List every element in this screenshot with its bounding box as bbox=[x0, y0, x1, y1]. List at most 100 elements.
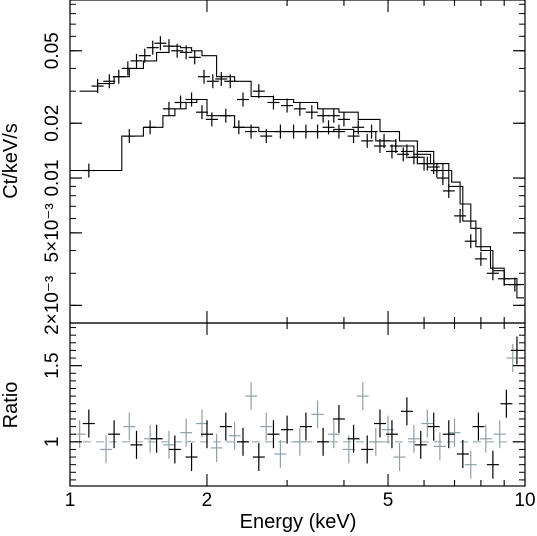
ratio-point bbox=[448, 418, 461, 447]
data-point bbox=[337, 112, 350, 127]
data-point bbox=[332, 124, 345, 139]
y-tick-label: 2×10⁻³ bbox=[42, 276, 63, 335]
data-point bbox=[293, 101, 306, 116]
ratio-point bbox=[200, 420, 213, 449]
data-point bbox=[174, 95, 187, 110]
data-point bbox=[464, 234, 477, 249]
data-point bbox=[281, 98, 294, 113]
spectrum-x-ticks bbox=[69, 0, 526, 323]
data-point bbox=[317, 108, 330, 123]
data-point bbox=[418, 156, 431, 171]
x-axis-label: Energy (keV) bbox=[240, 511, 357, 533]
data-point bbox=[205, 112, 218, 127]
data-point bbox=[327, 108, 340, 123]
ratio-point bbox=[407, 424, 420, 453]
ratio-point bbox=[342, 435, 355, 464]
ratio-point bbox=[168, 435, 181, 464]
ratio-point bbox=[236, 427, 249, 456]
ratio-point bbox=[356, 382, 369, 411]
data-point bbox=[252, 84, 265, 99]
x-tick-label: 1 bbox=[65, 490, 76, 511]
ratio-point bbox=[281, 415, 294, 444]
ratio-frame bbox=[69, 322, 526, 487]
ratio-point bbox=[327, 420, 340, 449]
y-tick-label: 1.5 bbox=[42, 352, 63, 378]
data-point bbox=[454, 208, 467, 223]
ratio-panel: 11.5 1 2 5 10 Ratio Energy (keV) bbox=[0, 322, 536, 533]
ratio-point bbox=[267, 420, 280, 449]
x-tick-label: 10 bbox=[514, 490, 535, 511]
ratio-point bbox=[479, 424, 492, 453]
ratio-point bbox=[427, 412, 440, 441]
ratio-point bbox=[456, 440, 469, 469]
ratio-point bbox=[274, 440, 287, 469]
data-point bbox=[130, 53, 143, 68]
model-curve-4 bbox=[70, 98, 524, 299]
ratio-point bbox=[433, 432, 446, 461]
spectrum-panel: 2×10⁻³ 5×10⁻³ 0.01 0.02 0.05 Ct/keV/s bbox=[0, 0, 526, 335]
ratio-point bbox=[195, 409, 208, 438]
ratio-point bbox=[299, 412, 312, 441]
spectrum-y-axis-label: Ct/keV/s bbox=[0, 123, 22, 199]
x-tick-label: 2 bbox=[202, 490, 213, 511]
y-tick-label: 5×10⁻³ bbox=[42, 203, 63, 262]
spectrum-data bbox=[70, 36, 524, 299]
data-point bbox=[138, 48, 151, 63]
ratio-point bbox=[464, 450, 477, 479]
ratio-point bbox=[400, 397, 413, 426]
y-tick-label: 0.02 bbox=[42, 105, 63, 142]
data-point bbox=[215, 71, 228, 86]
ratio-point bbox=[130, 430, 143, 459]
ratio-point bbox=[219, 412, 232, 441]
data-point bbox=[188, 50, 201, 65]
y-tick-label: 0.05 bbox=[42, 32, 63, 69]
ratio-point bbox=[369, 427, 382, 456]
data-point bbox=[397, 147, 410, 162]
ratio-point bbox=[361, 435, 374, 464]
x-tick-label: 5 bbox=[383, 490, 394, 511]
spectrum-frame bbox=[69, 0, 526, 324]
ratio-point bbox=[100, 435, 113, 464]
ratio-point bbox=[332, 404, 345, 433]
data-point bbox=[185, 92, 198, 107]
data-point bbox=[305, 105, 318, 120]
ratio-point bbox=[486, 450, 499, 479]
data-point bbox=[154, 36, 167, 51]
ratio-point bbox=[245, 382, 258, 411]
ratio-y-ticks: 11.5 bbox=[42, 327, 525, 481]
data-point bbox=[245, 124, 258, 139]
ratio-point bbox=[414, 430, 427, 459]
ratio-point bbox=[185, 443, 198, 472]
ratio-point bbox=[347, 424, 360, 453]
ratio-y-axis-label: Ratio bbox=[0, 382, 22, 429]
ratio-point bbox=[252, 443, 265, 472]
ratio-data bbox=[73, 336, 523, 479]
ratio-point bbox=[317, 427, 330, 456]
ratio-point bbox=[311, 400, 324, 429]
ratio-point bbox=[150, 424, 163, 453]
data-point bbox=[146, 40, 159, 55]
ratio-point bbox=[162, 430, 175, 459]
ratio-point bbox=[228, 421, 241, 450]
ratio-x-ticks: 1 2 5 10 bbox=[65, 323, 536, 511]
ratio-point bbox=[260, 412, 273, 441]
ratio-point bbox=[123, 412, 136, 441]
ratio-point bbox=[421, 409, 434, 438]
y-tick-label: 1 bbox=[42, 437, 63, 448]
data-point bbox=[103, 74, 116, 89]
ratio-point bbox=[493, 420, 506, 449]
data-point bbox=[195, 105, 208, 120]
spectrum-y-ticks: 2×10⁻³ 5×10⁻³ 0.01 0.02 0.05 bbox=[42, 3, 525, 335]
data-point bbox=[322, 120, 335, 135]
data-point bbox=[361, 133, 374, 148]
data-point bbox=[206, 74, 219, 89]
data-point bbox=[197, 69, 210, 84]
ratio-point bbox=[442, 420, 455, 449]
ratio-point bbox=[82, 409, 95, 438]
ratio-point bbox=[373, 409, 386, 438]
y-tick-label: 0.01 bbox=[42, 160, 63, 197]
ratio-point bbox=[472, 412, 485, 441]
data-point bbox=[236, 92, 249, 107]
ratio-point bbox=[293, 427, 306, 456]
